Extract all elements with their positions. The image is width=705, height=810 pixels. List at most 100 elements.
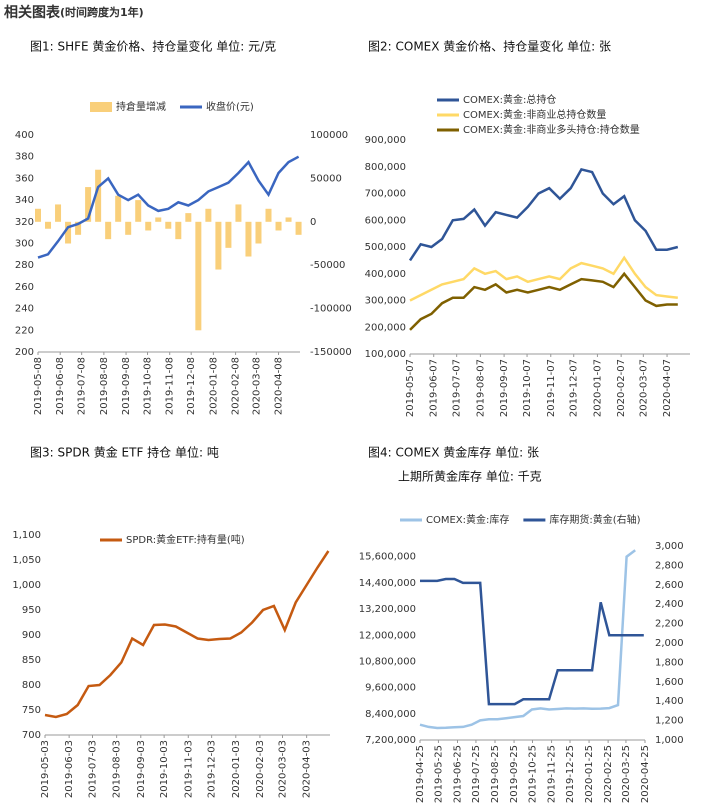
- chart-subtitle: 上期所黄金库存 单位: 千克: [398, 469, 542, 484]
- x-tick-label: 2019-07-08: [77, 357, 88, 415]
- y2-tick-label: 100000: [310, 130, 348, 141]
- x-tick-label: 2019-09-03: [136, 740, 147, 798]
- x-tick-label: 2020-01-25: [584, 745, 595, 803]
- line: [409, 271, 678, 331]
- x-tick-label: 2019-06-07: [429, 359, 440, 417]
- bar: [185, 213, 192, 222]
- y-tick-label: 400,000: [365, 269, 406, 280]
- heading-note: (时间跨度为1年): [60, 5, 144, 19]
- x-tick-label: 2019-12-07: [569, 359, 580, 417]
- x-tick-label: 2020-02-08: [231, 357, 242, 415]
- chart-title: 图2: COMEX 黄金价格、持仓量变化 单位: 张: [368, 39, 611, 54]
- bar: [35, 208, 41, 222]
- line: [37, 155, 300, 259]
- x-tick-label: 2020-03-07: [638, 359, 649, 417]
- y-tick-label: 9,600,000: [365, 683, 416, 694]
- y2-tick-label: 2,800: [655, 560, 684, 571]
- legend-label: COMEX:黄金:非商业总持仓数量: [463, 108, 606, 121]
- legend-label: COMEX:黄金:库存: [426, 513, 509, 526]
- bar: [145, 221, 152, 231]
- x-tick-label: 2019-05-07: [405, 359, 416, 417]
- x-tick-label: 2019-04-25: [415, 745, 426, 803]
- bar: [175, 221, 182, 240]
- x-tick-label: 2020-01-03: [231, 740, 242, 798]
- x-tick-label: 2019-12-25: [565, 745, 576, 803]
- y2-tick-label: 0: [310, 217, 316, 228]
- x-tick-label: 2019-11-08: [165, 357, 176, 415]
- x-tick-label: 2020-03-08: [251, 357, 262, 415]
- y-tick-label: 750: [22, 705, 41, 716]
- bar: [95, 169, 102, 222]
- y-tick-label: 1,000: [12, 580, 41, 591]
- legend-label: COMEX:黄金:非商业多头持仓:持仓数量: [463, 123, 640, 136]
- bar: [235, 204, 242, 222]
- x-tick-label: 2019-08-08: [99, 357, 110, 415]
- x-tick-label: 2019-06-03: [64, 740, 75, 798]
- x-tick-label: 2020-03-25: [621, 745, 632, 803]
- x-tick-label: 2020-02-03: [255, 740, 266, 798]
- chart-title: 图1: SHFE 黄金价格、持仓量变化 单位: 元/克: [30, 39, 276, 54]
- y2-tick-label: 1,600: [655, 677, 684, 688]
- y2-tick-label: 1,400: [655, 696, 684, 707]
- x-tick-label: 2019-10-08: [143, 357, 154, 415]
- x-tick-label: 2019-06-08: [55, 357, 66, 415]
- bar: [265, 208, 272, 222]
- y-tick-label: 1,100: [12, 530, 41, 541]
- line: [408, 167, 679, 262]
- y-tick-label: 14,400,000: [359, 578, 416, 589]
- y-tick-label: 320: [15, 217, 34, 228]
- y2-tick-label: 2,600: [655, 580, 684, 591]
- x-tick-label: 2019-06-25: [453, 745, 464, 803]
- x-tick-label: 2019-07-03: [88, 740, 99, 798]
- y2-tick-label: -100000: [310, 304, 352, 315]
- y-tick-label: 380: [15, 152, 34, 163]
- line: [44, 550, 330, 719]
- x-tick-label: 2019-07-07: [452, 359, 463, 417]
- x-tick-label: 2020-04-25: [640, 745, 651, 803]
- y-tick-label: 700,000: [365, 189, 406, 200]
- y2-tick-label: 2,200: [655, 619, 684, 630]
- x-tick-label: 2019-11-25: [547, 745, 558, 803]
- bar: [195, 221, 202, 331]
- legend-label: 收盘价(元): [206, 100, 254, 113]
- x-tick-label: 2019-05-25: [433, 745, 444, 803]
- x-tick-label: 2020-04-07: [662, 359, 673, 417]
- bar: [295, 221, 302, 235]
- x-tick-label: 2019-12-03: [207, 740, 218, 798]
- x-tick-label: 2019-07-25: [471, 745, 482, 803]
- y-tick-label: 280: [15, 260, 34, 271]
- bar: [205, 208, 212, 222]
- y-tick-label: 700: [22, 730, 41, 741]
- y-tick-label: 13,200,000: [359, 604, 416, 615]
- legend-label: 持倉量增减: [116, 100, 166, 113]
- y2-tick-label: 2,000: [655, 638, 684, 649]
- bar: [75, 221, 82, 235]
- y-tick-label: 600,000: [365, 215, 406, 226]
- line: [419, 549, 636, 730]
- y-tick-label: 850: [22, 655, 41, 666]
- legend-label: SPDR:黄金ETF:持有量(吨): [126, 533, 245, 546]
- bar: [155, 217, 162, 222]
- heading-title: 相关图表: [4, 4, 61, 21]
- x-tick-label: 2019-05-08: [33, 357, 44, 415]
- x-tick-label: 2019-11-03: [183, 740, 194, 798]
- line: [420, 577, 644, 706]
- y-tick-label: 1,050: [12, 555, 41, 566]
- y2-tick-label: 1,200: [655, 716, 684, 727]
- y-tick-label: 220: [15, 325, 34, 336]
- x-tick-label: 2019-08-25: [490, 745, 501, 803]
- y-tick-label: 12,000,000: [359, 630, 416, 641]
- bar: [225, 221, 232, 248]
- bar: [255, 221, 262, 244]
- x-tick-label: 2020-04-03: [302, 740, 313, 798]
- y-tick-label: 300,000: [365, 296, 406, 307]
- y-tick-label: 15,600,000: [359, 552, 416, 563]
- line: [409, 255, 678, 302]
- bar: [65, 221, 72, 244]
- legend-swatch: [90, 102, 112, 112]
- y2-tick-label: 1,000: [655, 735, 684, 746]
- y-tick-label: 800: [22, 680, 41, 691]
- y-tick-label: 400: [15, 130, 34, 141]
- y-tick-label: 100,000: [365, 349, 406, 360]
